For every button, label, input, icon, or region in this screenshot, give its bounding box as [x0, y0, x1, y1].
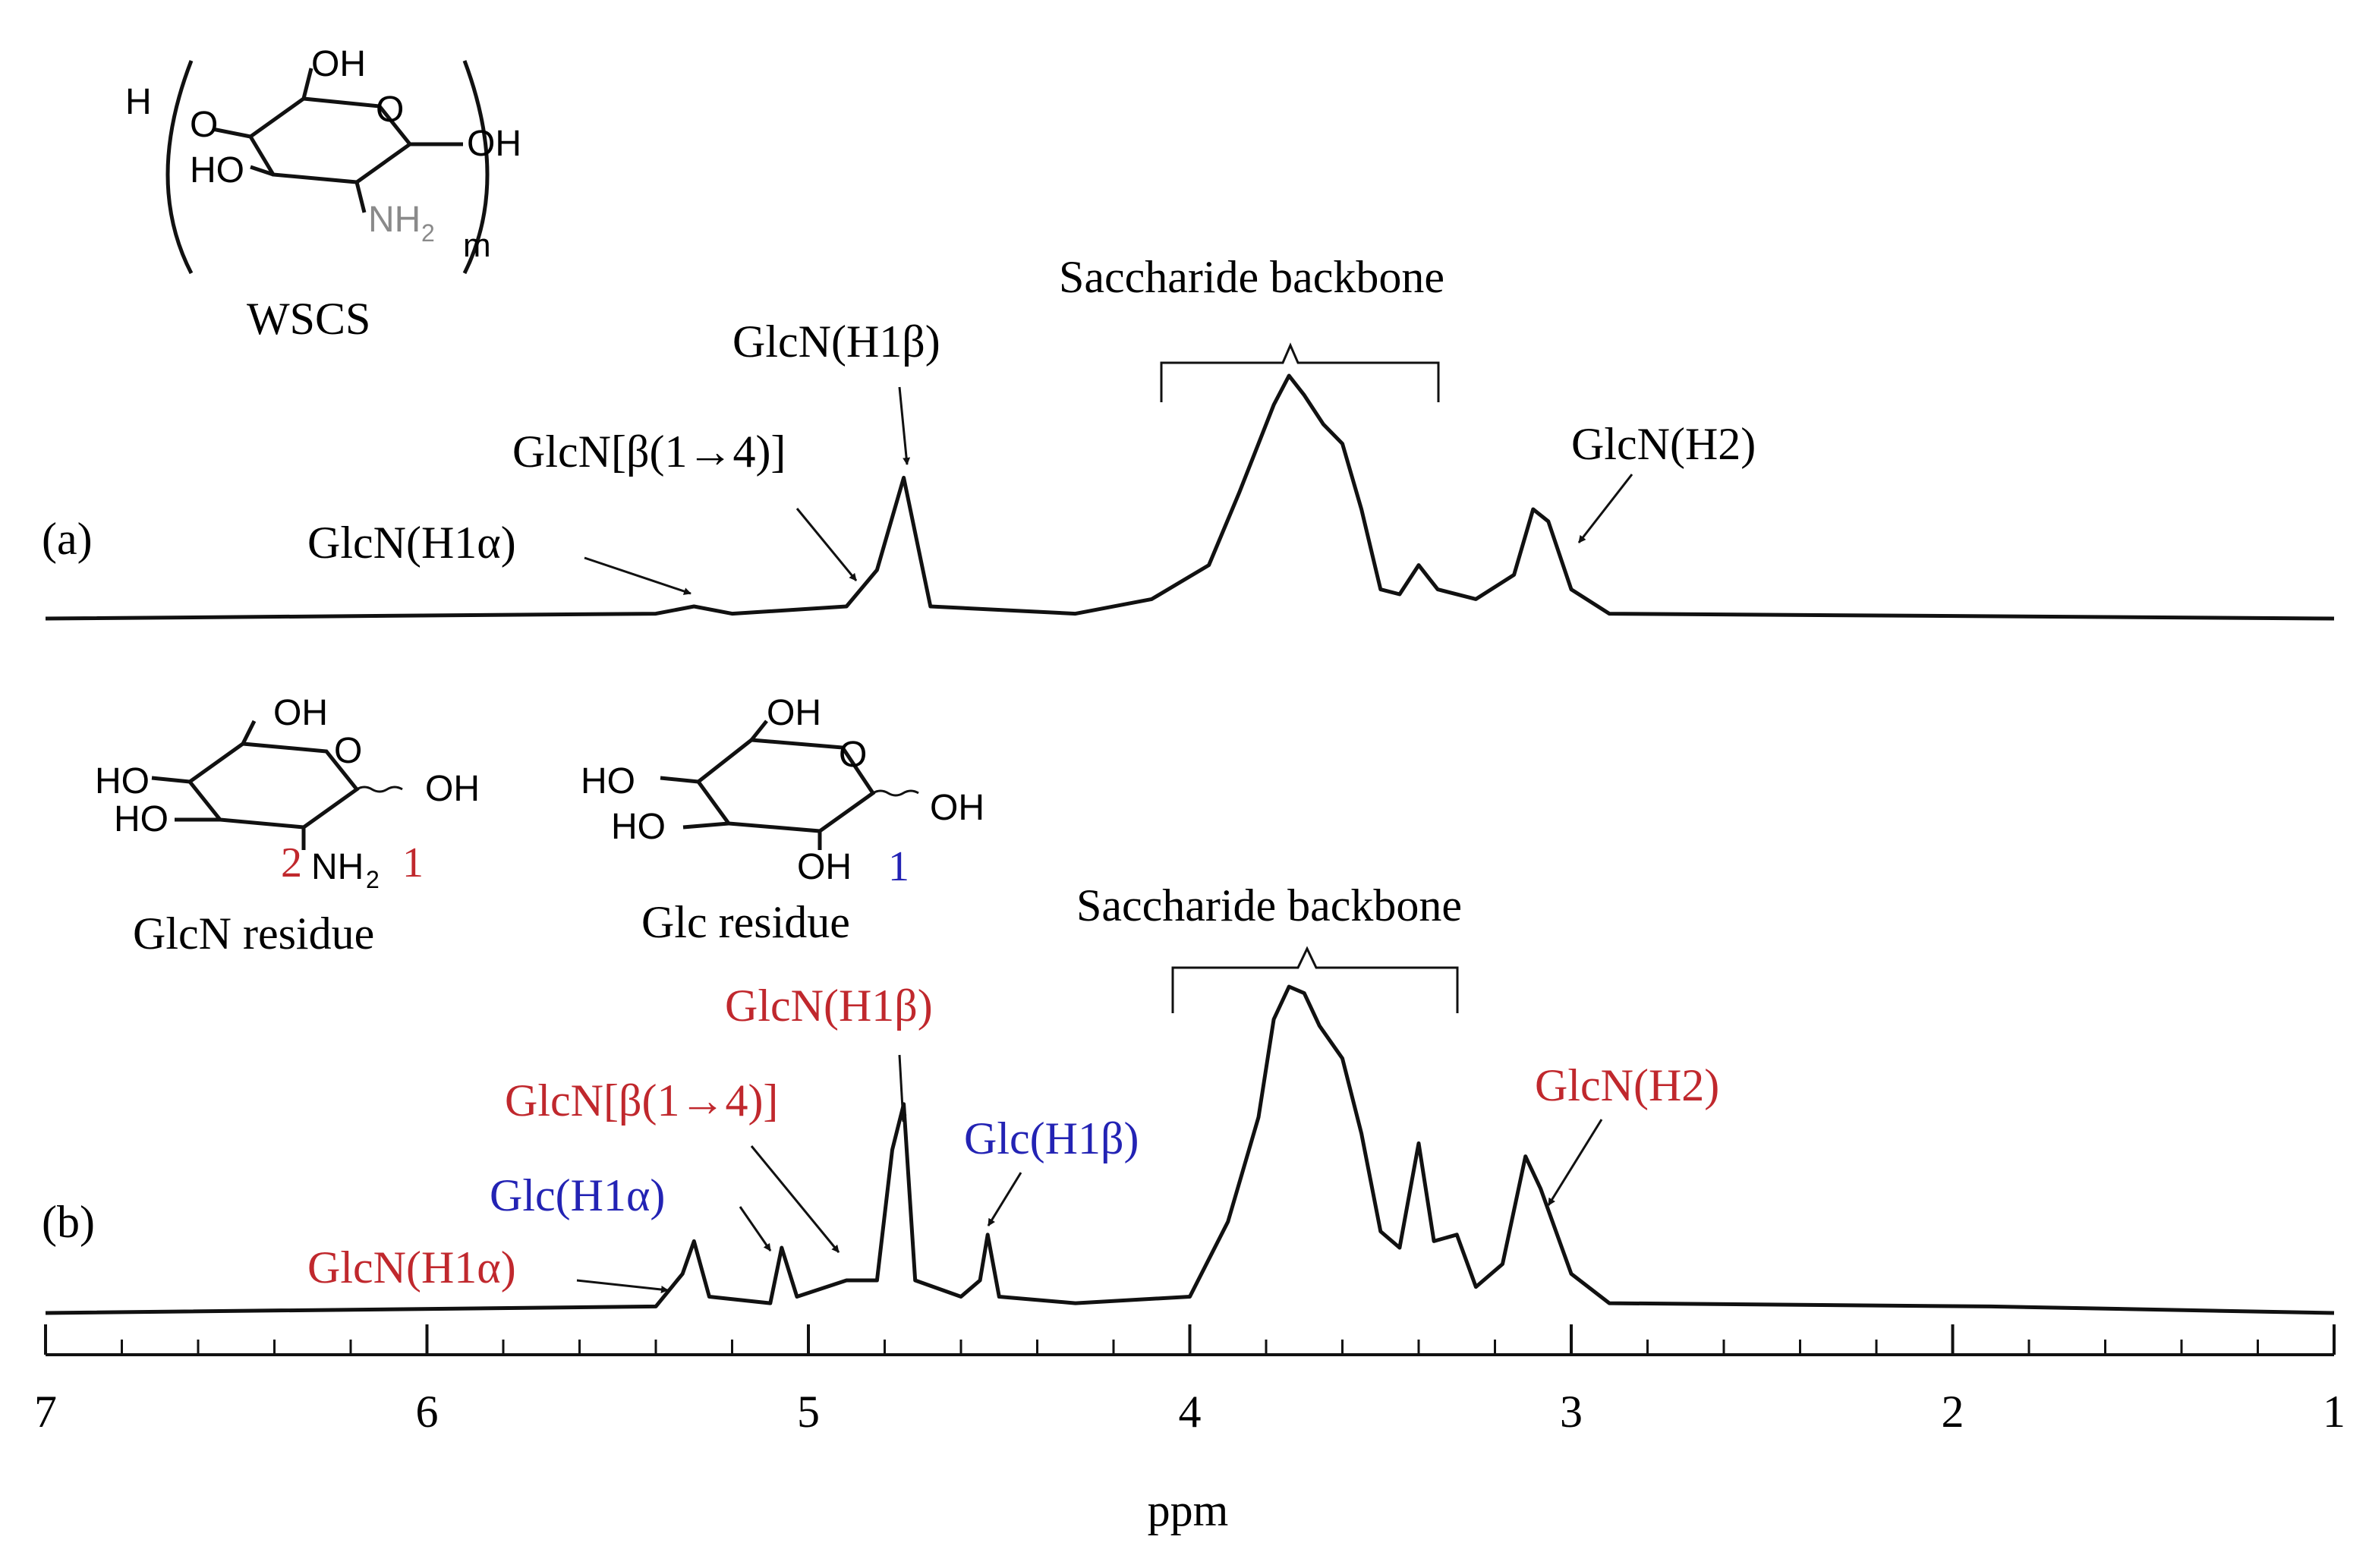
wscs-o-left: O — [190, 105, 218, 145]
peak-b-glc-h1b: Glc(H1β) — [964, 1113, 1139, 1163]
arrow-a-glcn-b14 — [795, 508, 858, 581]
glcn-num-1: 1 — [402, 839, 424, 886]
x-tick-label: 6 — [416, 1387, 439, 1437]
glcn-ring-o: O — [334, 731, 362, 771]
peak-a-glcn-h1b: GlcN(H1β) — [732, 316, 940, 367]
x-tick-label: 2 — [1942, 1387, 1964, 1437]
x-tick-label: 1 — [2323, 1387, 2345, 1437]
glcn-oh-right: OH — [425, 769, 480, 809]
wscs-h: H — [125, 82, 152, 122]
peak-a-glcn-b14: GlcN[β(1→4)] — [512, 427, 786, 477]
x-axis-label: ppm — [1148, 1485, 1229, 1535]
glc-residue-name: Glc residue — [641, 897, 850, 947]
x-tick-label: 7 — [34, 1387, 57, 1437]
peak-b-glcn-b14: GlcN[β(1→4)] — [505, 1075, 778, 1126]
glc-ring-o: O — [839, 735, 867, 775]
wscs-oh-top: OH — [311, 44, 366, 84]
bracket-b-backbone — [1171, 946, 1459, 1013]
glcn-nh2-sub: 2 — [366, 866, 380, 893]
arrow-b-glcn-h1a — [576, 1279, 669, 1294]
wscs-nh2: NH — [368, 200, 421, 240]
arrow-a-glcn-h2 — [1577, 474, 1633, 543]
wscs-structure — [165, 60, 490, 275]
arrow-a-glcn-h1a — [584, 556, 691, 595]
glcn-ho-2: HO — [114, 799, 169, 839]
peak-b-backbone: Saccharide backbone — [1076, 880, 1462, 930]
bracket-a-backbone — [1160, 342, 1440, 402]
arrow-b-glc-h1b — [987, 1172, 1022, 1226]
peak-b-glcn-h1b: GlcN(H1β) — [725, 981, 933, 1031]
glc-num-1: 1 — [888, 843, 909, 890]
spectrum-trace-a — [45, 373, 2335, 621]
wscs-ring-o: O — [376, 90, 404, 130]
x-tick-label: 5 — [797, 1387, 820, 1437]
x-axis: 7 6 5 4 3 2 1 — [34, 1324, 2345, 1437]
glcn-ho-1: HO — [95, 761, 150, 801]
x-tick-label: 3 — [1560, 1387, 1583, 1437]
wscs-oh-right: OH — [467, 124, 521, 164]
glc-ho-2: HO — [611, 807, 666, 847]
x-tick-label: 4 — [1179, 1387, 1202, 1437]
arrow-b-glcn-b14 — [750, 1145, 840, 1253]
panel-label-a: (a) — [42, 514, 93, 564]
glc-oh-top: OH — [767, 693, 821, 733]
wscs-nh2-sub: 2 — [421, 219, 435, 247]
arrow-b-glc-h1a — [739, 1206, 772, 1252]
wscs-name: WSCS — [247, 294, 370, 344]
glcn-structure — [151, 719, 403, 850]
peak-b-glcn-h1a: GlcN(H1α) — [307, 1242, 516, 1292]
peak-b-glc-h1a: Glc(H1α) — [490, 1170, 665, 1220]
glc-oh-right: OH — [930, 788, 984, 828]
glcn-nh2: NH — [311, 847, 364, 887]
peak-a-backbone: Saccharide backbone — [1059, 252, 1444, 302]
glc-oh-bottom: OH — [797, 847, 852, 887]
wscs-ho: HO — [190, 150, 244, 190]
glc-ho-1: HO — [581, 761, 635, 801]
glcn-oh-top: OH — [273, 693, 328, 733]
glcn-residue-name: GlcN residue — [133, 908, 374, 959]
peak-a-glcn-h2: GlcN(H2) — [1571, 419, 1756, 469]
arrow-a-glcn-h1b — [898, 386, 911, 465]
glcn-num-2: 2 — [281, 839, 302, 886]
glc-structure — [660, 719, 919, 850]
wscs-m: m — [463, 227, 491, 264]
arrow-b-glcn-h2 — [1547, 1119, 1603, 1206]
panel-label-b: (b) — [42, 1197, 95, 1247]
peak-b-glcn-h2: GlcN(H2) — [1535, 1060, 1719, 1110]
spectrum-trace-b — [45, 984, 2335, 1315]
arrow-b-glcn-h1b — [898, 1054, 907, 1122]
peak-a-glcn-h1a: GlcN(H1α) — [307, 518, 516, 568]
